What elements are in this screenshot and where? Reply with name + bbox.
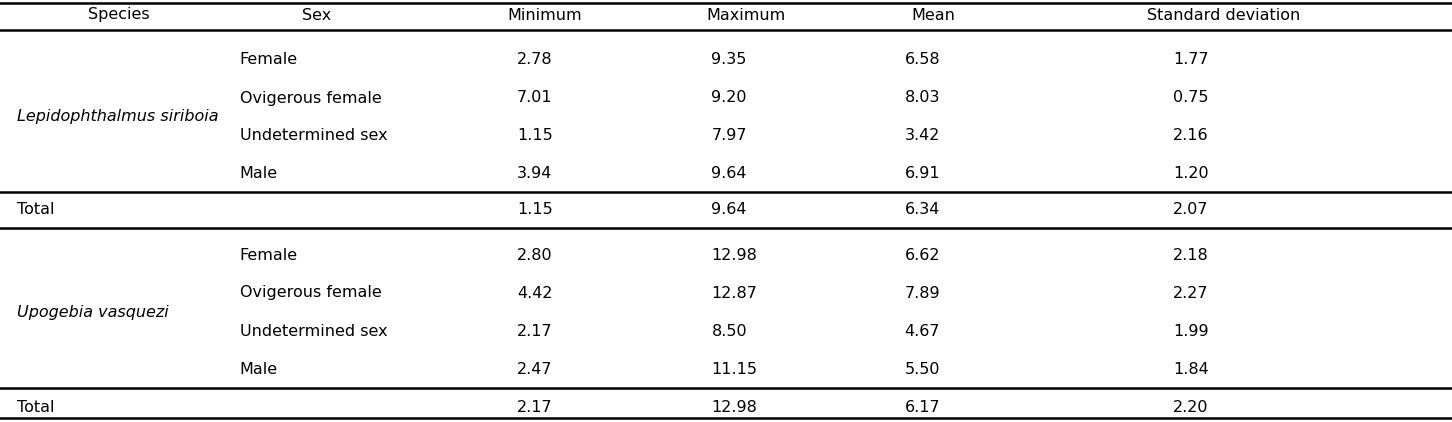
Text: Minimum: Minimum: [507, 8, 582, 22]
Text: 4.42: 4.42: [517, 286, 552, 300]
Text: 2.47: 2.47: [517, 362, 552, 376]
Text: 2.16: 2.16: [1173, 129, 1210, 143]
Text: 4.67: 4.67: [905, 324, 939, 338]
Text: 11.15: 11.15: [711, 362, 758, 376]
Text: 2.17: 2.17: [517, 324, 553, 338]
Text: 1.15: 1.15: [517, 203, 553, 217]
Text: 0.75: 0.75: [1173, 90, 1208, 106]
Text: Standard deviation: Standard deviation: [1147, 8, 1301, 22]
Text: Lepidophthalmus siriboia: Lepidophthalmus siriboia: [17, 109, 219, 124]
Text: 1.99: 1.99: [1173, 324, 1210, 338]
Text: 2.07: 2.07: [1173, 203, 1208, 217]
Text: Female: Female: [240, 52, 298, 68]
Text: 9.20: 9.20: [711, 90, 746, 106]
Text: Mean: Mean: [912, 8, 955, 22]
Text: 6.34: 6.34: [905, 203, 939, 217]
Text: 8.03: 8.03: [905, 90, 939, 106]
Text: 3.42: 3.42: [905, 129, 939, 143]
Text: 2.17: 2.17: [517, 400, 553, 414]
Text: 2.27: 2.27: [1173, 286, 1208, 300]
Text: 12.98: 12.98: [711, 247, 758, 262]
Text: Male: Male: [240, 362, 277, 376]
Text: 1.84: 1.84: [1173, 362, 1210, 376]
Text: Ovigerous female: Ovigerous female: [240, 286, 382, 300]
Text: Sex: Sex: [302, 8, 331, 22]
Text: Female: Female: [240, 247, 298, 262]
Text: 3.94: 3.94: [517, 167, 552, 181]
Text: 2.78: 2.78: [517, 52, 553, 68]
Text: 9.64: 9.64: [711, 167, 746, 181]
Text: Species: Species: [89, 8, 150, 22]
Text: 7.01: 7.01: [517, 90, 553, 106]
Text: 7.97: 7.97: [711, 129, 746, 143]
Text: 12.87: 12.87: [711, 286, 758, 300]
Text: 9.35: 9.35: [711, 52, 746, 68]
Text: Undetermined sex: Undetermined sex: [240, 129, 388, 143]
Text: 8.50: 8.50: [711, 324, 748, 338]
Text: 2.80: 2.80: [517, 247, 553, 262]
Text: Male: Male: [240, 167, 277, 181]
Text: 2.18: 2.18: [1173, 247, 1210, 262]
Text: Total: Total: [17, 400, 55, 414]
Text: 6.17: 6.17: [905, 400, 941, 414]
Text: 12.98: 12.98: [711, 400, 758, 414]
Text: 7.89: 7.89: [905, 286, 941, 300]
Text: Undetermined sex: Undetermined sex: [240, 324, 388, 338]
Text: 6.62: 6.62: [905, 247, 939, 262]
Text: Upogebia vasquezi: Upogebia vasquezi: [17, 305, 170, 319]
Text: 5.50: 5.50: [905, 362, 939, 376]
Text: 1.20: 1.20: [1173, 167, 1210, 181]
Text: Ovigerous female: Ovigerous female: [240, 90, 382, 106]
Text: 2.20: 2.20: [1173, 400, 1208, 414]
Text: 1.77: 1.77: [1173, 52, 1210, 68]
Text: 6.91: 6.91: [905, 167, 941, 181]
Text: 9.64: 9.64: [711, 203, 746, 217]
Text: 6.58: 6.58: [905, 52, 941, 68]
Text: Maximum: Maximum: [707, 8, 786, 22]
Text: Total: Total: [17, 203, 55, 217]
Text: 1.15: 1.15: [517, 129, 553, 143]
